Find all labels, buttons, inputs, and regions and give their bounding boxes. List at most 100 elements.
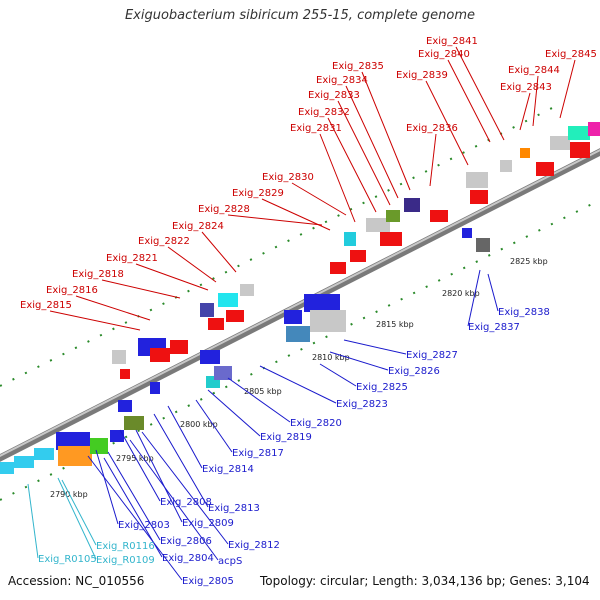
backbone: [0, 148, 600, 462]
leader-line: [49, 310, 141, 331]
gene-block: [476, 238, 490, 252]
gene-block: [404, 198, 420, 212]
gene-labels: Exig_2815 Exig_2816 Exig_2818 Exig_2821 Exig…: [20, 36, 597, 587]
gene-block: [170, 340, 188, 354]
leader-line: [291, 182, 347, 216]
leader-line: [259, 365, 337, 404]
gene-label-reverse: Exig_2838: [498, 307, 550, 318]
ruler-tick-label: 2795 kbp: [116, 454, 154, 463]
gene-label-reverse: Exig_2820: [290, 418, 342, 429]
leader-line: [129, 439, 219, 561]
gene-label-forward: Exig_2830: [262, 172, 314, 183]
gene-label-reverse: Exig_2806: [160, 536, 212, 547]
gene-block: [0, 462, 14, 474]
gene-block: [34, 448, 54, 460]
gene-block: [350, 250, 366, 262]
leader-line: [227, 377, 291, 423]
leader-line: [337, 100, 391, 206]
gene-block: [200, 350, 220, 364]
leader-line: [101, 279, 181, 299]
gene-label-forward: Exig_2816: [46, 285, 98, 296]
gene-block: [536, 162, 554, 176]
leader-line: [447, 59, 491, 143]
gene-label-reverse: Exig_2837: [468, 322, 520, 333]
gene-label-reverse: Exig_2812: [228, 540, 280, 551]
gene-block: [330, 262, 346, 274]
gene-block: [500, 160, 512, 172]
leader-line: [329, 351, 389, 371]
gene-block: [208, 318, 224, 330]
gene-label-reverse: acpS: [218, 556, 242, 567]
ruler-tick-label: 2815 kbp: [376, 320, 414, 329]
gene-label-forward: Exig_2836: [406, 123, 458, 134]
gene-label-forward: Exig_2843: [500, 82, 552, 93]
gene-block: [226, 310, 244, 322]
leader-line: [153, 413, 209, 508]
gene-block: [284, 310, 302, 324]
gene-label-forward: Exig_2815: [20, 300, 72, 311]
ruler-tick-label: 2790 kbp: [50, 490, 88, 499]
leader-line: [207, 389, 261, 437]
leader-line: [361, 71, 411, 191]
gene-label-forward: Exig_2821: [106, 253, 158, 264]
gene-label-reverse: Exig_2817: [232, 448, 284, 459]
gene-block: [430, 210, 448, 222]
leader-line: [95, 449, 119, 525]
gene-block: [14, 456, 34, 468]
gene-label-forward: Exig_2841: [426, 36, 478, 47]
leader-line: [559, 59, 576, 119]
gene-block: [218, 293, 238, 307]
leader-line: [167, 246, 217, 283]
gene-block: [520, 148, 530, 158]
gene-label-forward: Exig_2833: [308, 90, 360, 101]
leader-line: [201, 231, 237, 273]
gene-label-reverse: Exig_2813: [208, 503, 260, 514]
gene-label-forward: Exig_2844: [508, 65, 560, 76]
leader-line: [532, 75, 539, 127]
leader-line: [343, 339, 407, 355]
gene-label-reverse: Exig_2826: [388, 366, 440, 377]
gene-label-reverse: Exig_2819: [260, 432, 312, 443]
gene-block: [310, 310, 346, 332]
leader-line: [487, 273, 499, 312]
gene-block: [118, 400, 132, 412]
leader-line: [345, 85, 399, 199]
gene-label-forward: Exig_2839: [396, 70, 448, 81]
ruler-tick-label: 2820 kbp: [442, 289, 480, 298]
gene-block: [366, 218, 390, 232]
ruler-tick-label: 2800 kbp: [180, 420, 218, 429]
gene-block: [570, 142, 590, 158]
leader-line: [141, 431, 229, 545]
leader-line: [167, 405, 203, 469]
gene-label-forward: Exig_2834: [316, 75, 368, 86]
gene-block: [90, 438, 108, 454]
map-title: Exiguobacterium sibiricum 255-15, comple…: [124, 8, 476, 23]
leader-line: [119, 429, 161, 502]
gene-label-forward: Exig_2835: [332, 61, 384, 72]
leader-line: [425, 80, 469, 166]
gene-block: [568, 126, 590, 140]
gene-block: [214, 366, 232, 380]
gene-label-reverse: Exig_2825: [356, 382, 408, 393]
gene-block: [110, 430, 124, 442]
forward-genes: [112, 122, 600, 379]
gene-label-rna: Exig_R0116: [96, 541, 155, 552]
leader-line: [319, 133, 356, 223]
gene-label-forward: Exig_2845: [545, 49, 597, 60]
gene-block: [344, 232, 356, 246]
gene-block: [588, 122, 600, 136]
gene-block: [380, 232, 402, 246]
leader-line: [227, 214, 323, 226]
gene-block: [240, 284, 254, 296]
gene-block: [466, 172, 488, 188]
gene-label-reverse: Exig_2808: [160, 497, 212, 508]
gene-block: [200, 303, 214, 317]
gene-block: [150, 382, 160, 394]
ruler-tick-label: 2825 kbp: [510, 257, 548, 266]
leader-line: [61, 479, 97, 546]
gene-block: [112, 350, 126, 364]
gene-block: [550, 136, 570, 150]
gene-block: [58, 446, 92, 466]
gene-block: [56, 432, 90, 450]
